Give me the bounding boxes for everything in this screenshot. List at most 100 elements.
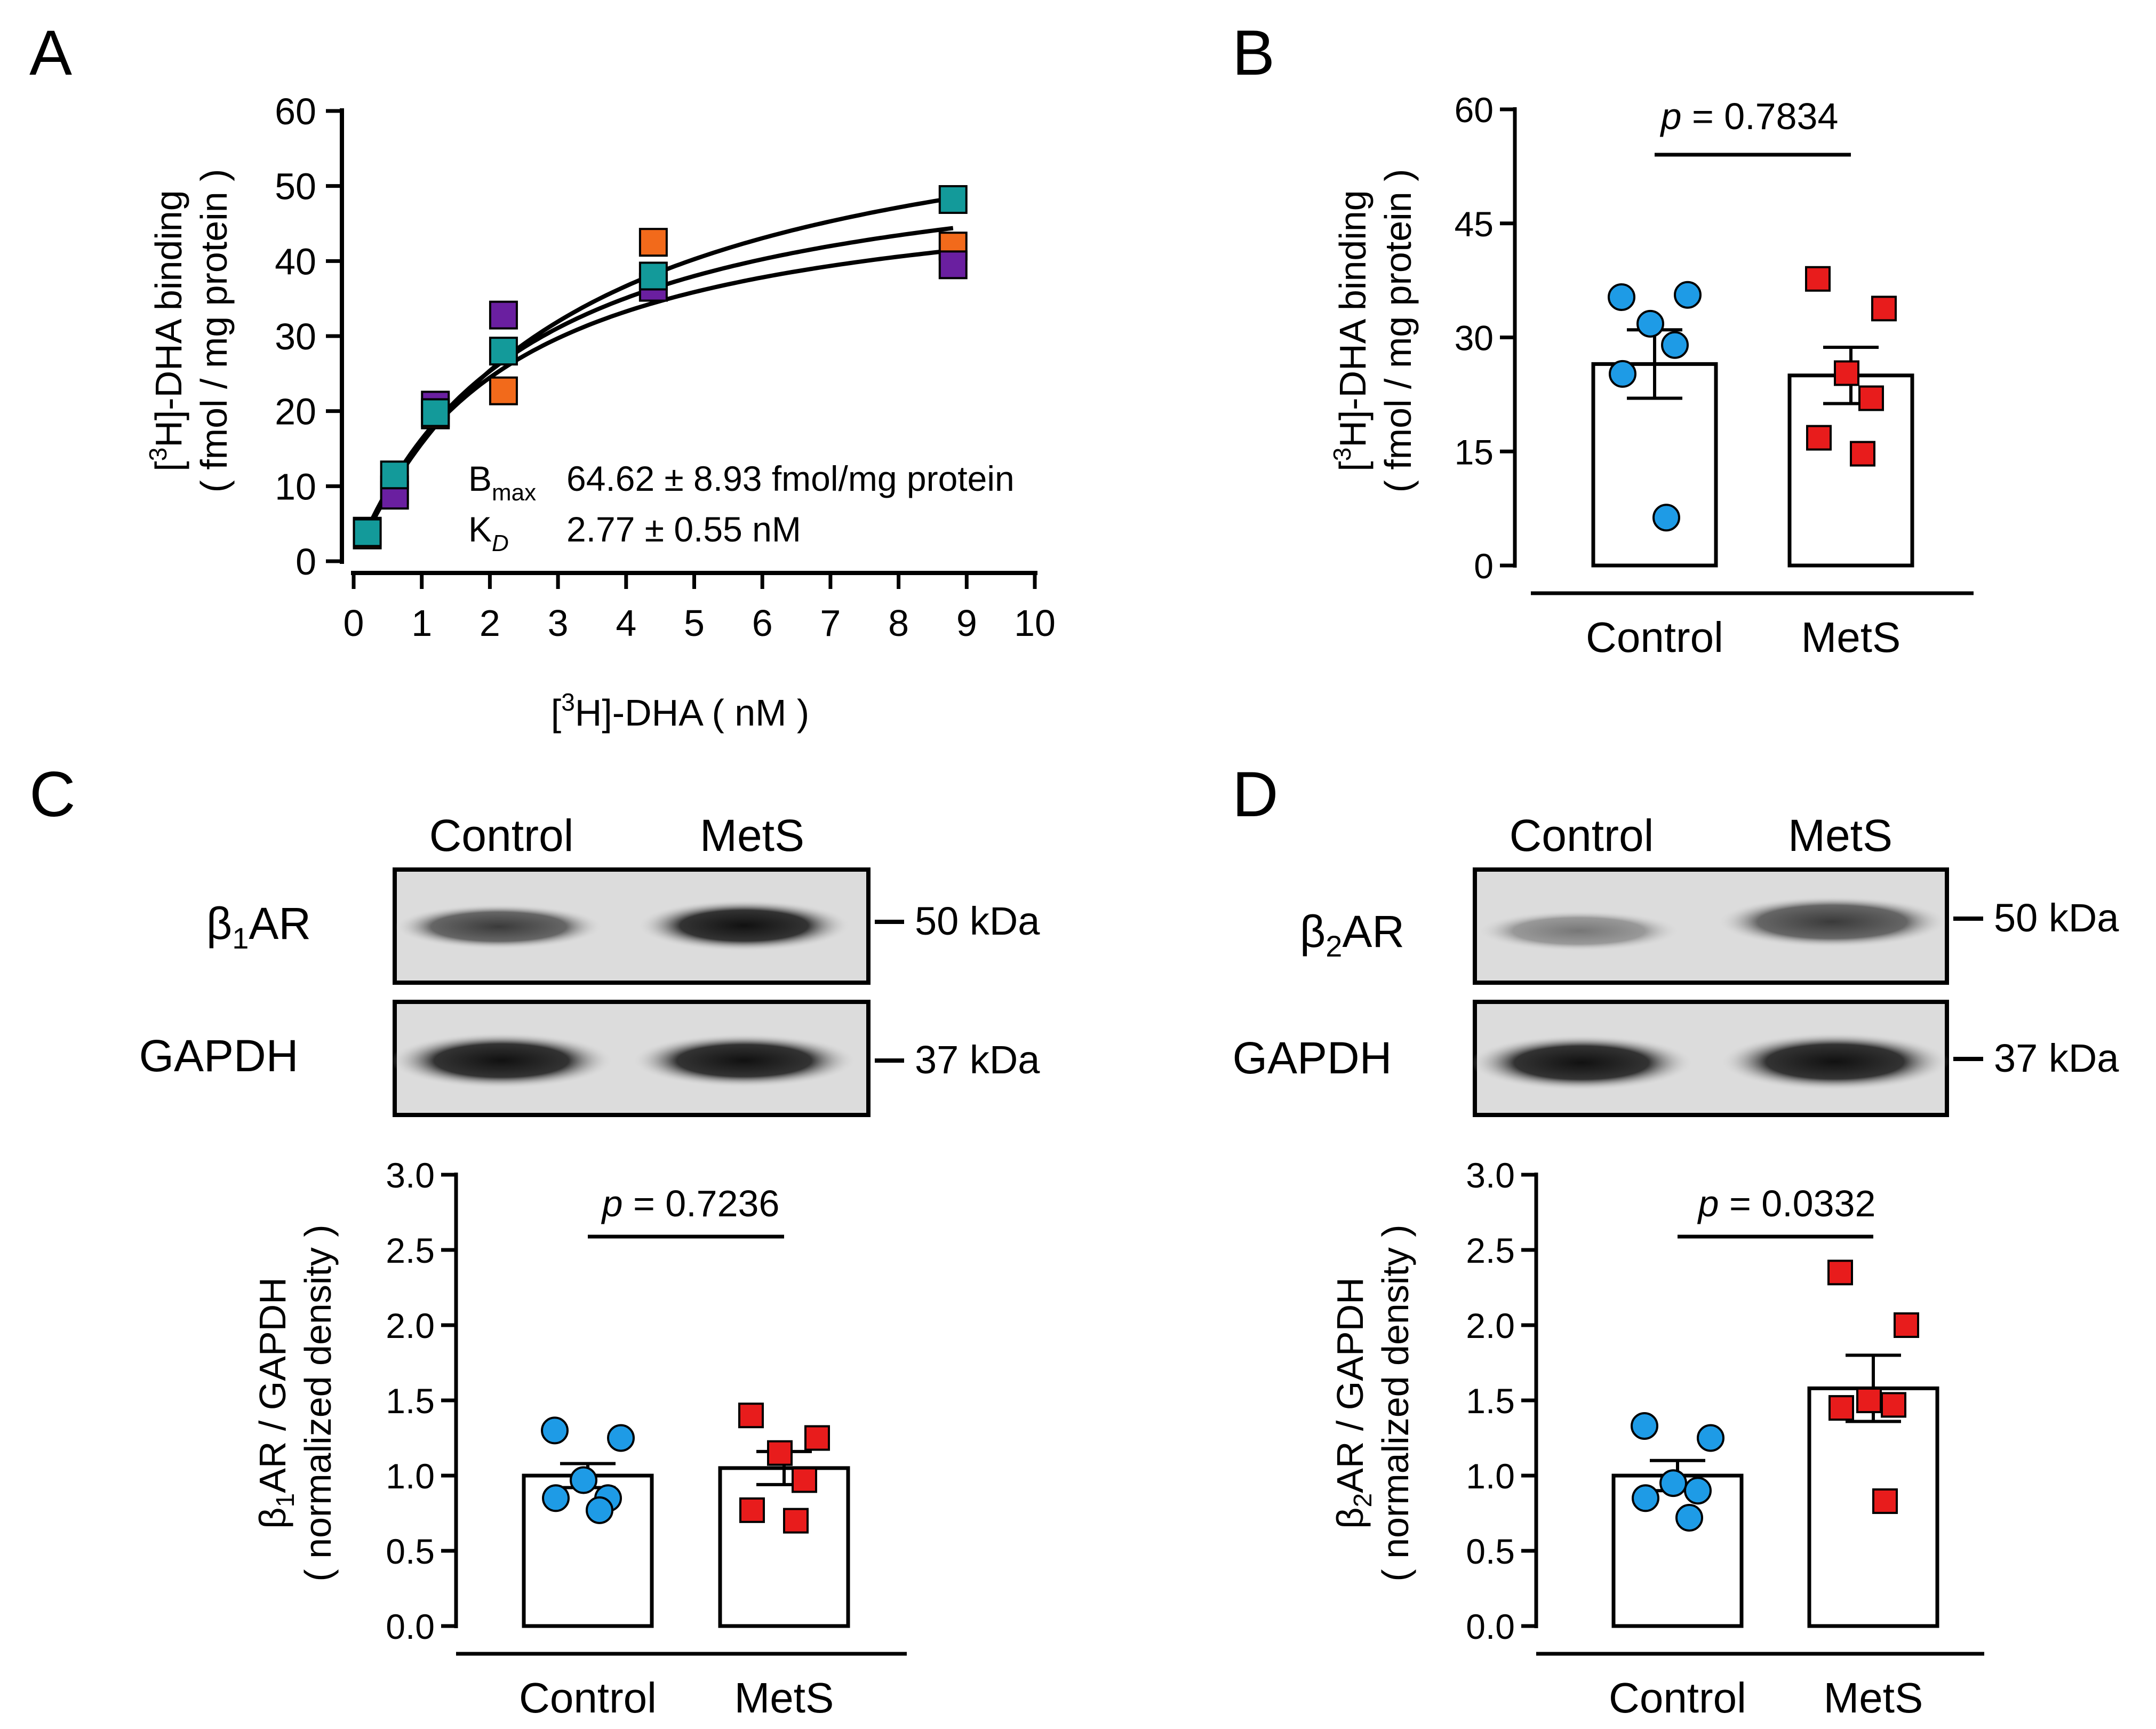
point-control-D [1632, 1484, 1659, 1512]
blot-c-row1-label: β1AR [206, 898, 311, 955]
point-control-D [1675, 1503, 1703, 1532]
y-label-c-sub: 1 [272, 1493, 300, 1508]
point-control-B [1608, 283, 1635, 311]
blot-c-gapdh: GAPDH 37 kDa [139, 1000, 1040, 1117]
bmax-label: B [468, 459, 492, 498]
y-label-b-sup: 3 [1328, 448, 1356, 461]
panel-d-label: D [1232, 759, 1279, 830]
point-control-B [1661, 331, 1689, 359]
kd-sub: D [492, 530, 509, 556]
kd-label: K [468, 509, 492, 549]
panel-d-plot: 0.0 0.5 1.0 1.5 2.0 2.5 3.0 Control MetS [1466, 1156, 1984, 1722]
panel-c-p-value: p = 0.7236 [601, 1183, 780, 1224]
blot-d-band-mets-gapdh [1720, 1033, 1950, 1090]
point-mets-C [804, 1425, 830, 1451]
blot-c-band-mets-gapdh [632, 1034, 856, 1087]
x-tick-label-a: 3 [548, 602, 569, 644]
y-label-a-post: H]-DHA binding [148, 190, 189, 447]
y-tick-label-a: 60 [275, 91, 316, 132]
blot-d-beta2: β2AR 50 kDa [1300, 867, 2119, 985]
y-label-a-sup: 3 [144, 448, 172, 461]
svg-text:Bmax: Bmax [468, 459, 536, 506]
y-label-b-post: H]-DHA binding [1332, 190, 1374, 447]
y-tick-label-D: 2.5 [1466, 1231, 1515, 1270]
point-control-C [541, 1416, 569, 1445]
blot-d-row1-pre: β [1300, 906, 1325, 957]
x-tick-label-a: 4 [616, 602, 636, 644]
y-tick-label-B: 15 [1455, 432, 1494, 472]
panel-c-plot: 0.0 0.5 1.0 1.5 2.0 2.5 3.0 Control MetS [386, 1156, 907, 1722]
point-mets-C [739, 1497, 765, 1523]
y-tick-label-a: 40 [275, 241, 316, 282]
point-sample-3 [421, 398, 450, 427]
category-label-control-D: Control [1609, 1674, 1746, 1722]
y-label-d-line2: ( normalized density ) [1375, 1224, 1416, 1581]
y-tick-label-C: 2.0 [386, 1306, 435, 1345]
point-sample-3 [638, 261, 668, 291]
y-label-a-line2: ( fmol / mg protein ) [193, 169, 235, 493]
panel-c: C Control MetS β1AR 50 kDa GAPDH 37 kDa … [29, 759, 1040, 1722]
x-label-a-pre: [ [551, 692, 561, 734]
blot-c-beta1: β1AR 50 kDa [206, 867, 1040, 985]
point-mets-D [1828, 1395, 1854, 1421]
blot-d-header-control: Control [1510, 810, 1654, 860]
y-tick-label-D: 2.0 [1466, 1306, 1515, 1345]
point-sample-3 [380, 460, 409, 490]
blot-d-row2-marker: 37 kDa [1994, 1036, 2119, 1080]
point-sample-3 [353, 518, 382, 547]
category-label-mets-C: MetS [734, 1674, 834, 1722]
point-control-D [1684, 1477, 1712, 1505]
y-tick-label-D: 0.0 [1466, 1607, 1515, 1646]
p-italic-b: p [1660, 95, 1682, 137]
panel-a-axes: 0 1 2 3 4 5 6 7 8 9 10 0 10 20 30 40 50 60 [275, 91, 1056, 644]
point-mets-C [767, 1440, 793, 1466]
x-label-a-post: H]-DHA ( nM ) [575, 692, 809, 734]
blot-c-row2-marker: 37 kDa [915, 1038, 1040, 1082]
panel-a-x-label: [3H]-DHA ( nM ) [551, 688, 810, 734]
category-label-mets-D: MetS [1824, 1674, 1923, 1722]
y-tick-label-C: 0.0 [386, 1607, 435, 1646]
point-mets-C [738, 1403, 764, 1429]
point-mets-D [1827, 1260, 1853, 1286]
y-tick-label-D: 1.5 [1466, 1381, 1515, 1421]
point-mets-D [1872, 1488, 1898, 1514]
bar-mets-C [718, 1466, 850, 1628]
blot-c-band-control-beta1 [395, 904, 603, 949]
p-number-b: = 0.7834 [1682, 95, 1839, 137]
point-sample-2 [938, 250, 968, 280]
point-control-C [607, 1424, 635, 1452]
y-tick-label-a: 30 [275, 316, 316, 357]
point-sample-3 [489, 337, 518, 366]
panel-b-p-value: p = 0.7834 [1660, 95, 1839, 137]
point-sample-1 [489, 376, 518, 405]
x-tick-label-a: 1 [411, 602, 432, 644]
point-mets-D [1894, 1312, 1919, 1338]
bmax-value: 64.62 ± 8.93 fmol/mg protein [566, 459, 1015, 498]
blot-c-row1-sub: 1 [232, 921, 249, 955]
y-tick-label-C: 1.0 [386, 1456, 435, 1496]
point-sample-1 [638, 228, 668, 257]
blot-d-row1-post: AR [1342, 906, 1404, 957]
y-label-a-pre: [ [148, 461, 189, 471]
point-mets-C [783, 1508, 809, 1534]
x-tick-label-a: 0 [344, 602, 364, 644]
point-control-B [1674, 281, 1702, 309]
panel-b-label: B [1232, 17, 1275, 89]
blot-d-row2-label: GAPDH [1233, 1033, 1392, 1083]
point-control-B [1652, 504, 1680, 532]
x-label-a-sup: 3 [561, 688, 575, 716]
panel-b-plot: 0 15 30 45 60 Control MetS [1455, 90, 1974, 661]
bmax-sub: max [492, 480, 536, 506]
point-mets-D [1881, 1392, 1906, 1418]
blot-d-row1-sub: 2 [1325, 929, 1342, 963]
y-label-d-sub: 2 [1349, 1493, 1377, 1508]
x-tick-label-a: 5 [684, 602, 705, 644]
svg-text:β1AR / GAPDH: β1AR / GAPDH [252, 1277, 300, 1529]
y-tick-label-C: 2.5 [386, 1231, 435, 1270]
blot-d-row1-label: β2AR [1300, 906, 1404, 963]
category-label-control-B: Control [1586, 613, 1723, 661]
p-number-c: = 0.7236 [623, 1183, 780, 1224]
x-tick-label-a: 9 [956, 602, 977, 644]
panel-a-annotation: Bmax 64.62 ± 8.93 fmol/mg protein KD 2.7… [468, 459, 1015, 556]
